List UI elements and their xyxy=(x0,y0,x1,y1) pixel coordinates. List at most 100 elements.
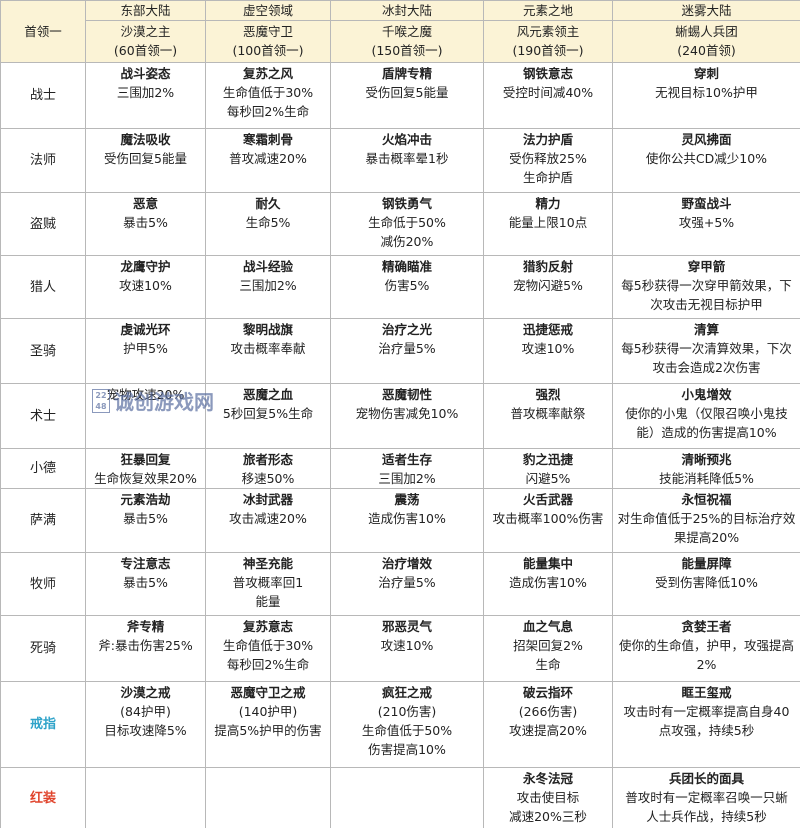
cell-inner: 沙漠之戒 (84护甲) 目标攻速降5% xyxy=(87,683,205,741)
talent-name: 旅者形态 xyxy=(242,452,293,467)
cell-inner: 恶魔韧性 宠物伤害减免10% xyxy=(332,385,483,424)
talent-cell: 恶魔守卫之戒 (140护甲) 提高5%护甲的伤害 xyxy=(205,681,331,768)
cell-inner: 恶意暴击5% xyxy=(87,194,205,233)
talent-name: 元素浩劫 xyxy=(120,492,171,507)
talent-cell: 虔诚光环护甲5% xyxy=(85,318,206,384)
talent-cell: 小鬼增效 使你的小鬼（仅限召唤小鬼技 能）造成的伤害提高10% xyxy=(612,383,800,449)
row-label: 牧师 xyxy=(0,552,86,616)
cell-inner: 恶魔守卫之戒 (140护甲) 提高5%护甲的伤害 xyxy=(207,683,330,741)
talent-name: 复苏意志 xyxy=(242,619,293,634)
talent-cell: 冰封武器 攻击减速20% xyxy=(205,488,331,553)
talent-name: 复苏之风 xyxy=(242,66,293,81)
talent-effect: 攻击概率奉献 xyxy=(230,341,306,356)
talent-cell: 眶王玺戒 攻击时有一定概率提高自身40 点攻强，持续5秒 xyxy=(612,681,800,768)
cell-inner: 钢铁意志 受控时间减40% xyxy=(485,64,612,103)
talent-effect: 普攻概率回1 xyxy=(232,575,304,590)
talent-cell: 能量屏障 受到伤害降低10% xyxy=(612,552,800,616)
boss-cell: 千喉之魔 (150首领一) xyxy=(330,20,484,63)
talent-cell: 火舌武器 攻击概率100%伤害 xyxy=(483,488,613,553)
cell-inner: 复苏之风 生命值低于30% 每秒回2%生命 xyxy=(207,64,330,122)
talent-name: 恶魔之血 xyxy=(242,387,293,402)
talent-effect: 闪避5% xyxy=(525,471,571,486)
class-row: 圣骑 虔诚光环 护甲5% 黎明战旗 攻击概率奉献 治疗之光 治疗量5% 迅捷惩戒 攻速10% 清算… xyxy=(0,318,800,384)
cell-inner: 邪恶灵气 攻速10% xyxy=(332,617,483,656)
talent-name: 法力护盾 xyxy=(522,132,573,147)
talent-cell: 战斗经验 三围加2% xyxy=(205,255,331,319)
talent-effect: 对生命值低于25%的目标治疗效 xyxy=(617,511,796,526)
talent-cell: 穿刺 无视目标10%护甲 xyxy=(612,62,800,129)
talent-cell: 灵风拂面使你公共CD减少10% xyxy=(612,128,800,193)
talent-cell: 神圣充能 普攻概率回1 能量 xyxy=(205,552,331,616)
cell-inner: 穿甲箭 每5秒获得一次穿甲箭效果，下 次攻击无视目标护甲 xyxy=(614,257,800,315)
talent-name: 魔法吸收 xyxy=(120,132,171,147)
talent-effect: 提高5%护甲的伤害 xyxy=(214,723,322,738)
talent-cell: 旅者形态移速50% xyxy=(205,448,331,489)
talent-cell: 贪婪王者 使你的生命值，护甲，攻强提高 2% xyxy=(612,615,800,682)
cell-inner: 专注意志 暴击5% xyxy=(87,554,205,593)
watermark-text: 诚创游戏网 xyxy=(114,390,214,414)
class-row: 红装 永冬法冠 攻击使目标 减速20%三秒 兵团长的面具 普攻时有一定概率召唤一只蜥 人士兵… xyxy=(0,767,800,828)
talent-effect: 普攻概率献祭 xyxy=(510,406,586,421)
talent-cell: 治疗之光 治疗量5% xyxy=(330,318,484,384)
talent-name: 沙漠之戒 xyxy=(120,685,171,700)
cell-inner: 破云指环 (266伤害) 攻速提高20% xyxy=(485,683,612,741)
talent-cell: 狂暴回复 生命恢复效果20% xyxy=(85,448,206,489)
cell-inner: 清算 每5秒获得一次清算效果，下次 攻击会造成2次伤害 xyxy=(614,320,800,378)
cell-inner: 龙鹰守护 攻速10% xyxy=(87,257,205,296)
cell-inner: 适者生存 三围加2% xyxy=(332,450,483,488)
talent-effect: 暴击5% xyxy=(123,215,168,230)
talent-effect: 技能消耗降低5% xyxy=(659,471,754,486)
talent-name: 虔诚光环 xyxy=(120,322,171,337)
talent-cell: 精确瞄准 伤害5% xyxy=(330,255,484,319)
cell-inner: 斧专精 斧:暴击伤害25% xyxy=(87,617,205,656)
talent-cell: 沙漠之戒 (84护甲) 目标攻速降5% xyxy=(85,681,206,768)
talent-effect: 每秒回2%生命 xyxy=(226,104,310,119)
cell-inner: 小鬼增效 使你的小鬼（仅限召唤小鬼技 能）造成的伤害提高10% xyxy=(614,385,800,443)
talent-name: 恶魔守卫之戒 xyxy=(230,685,306,700)
talent-cell: 清算 每5秒获得一次清算效果，下次 攻击会造成2次伤害 xyxy=(612,318,800,384)
talent-effect: 攻击会造成2次伤害 xyxy=(652,360,761,375)
talent-name: 治疗之光 xyxy=(381,322,432,337)
talent-effect: 受伤回复5能量 xyxy=(365,85,449,100)
boss-name: 恶魔守卫 xyxy=(242,24,293,39)
talent-name: 战斗经验 xyxy=(242,259,293,274)
cell-inner: 清晰预兆 技能消耗降低5% xyxy=(614,450,800,488)
boss-name: 蜥蜴人兵团 xyxy=(675,24,738,39)
talent-effect: 移速50% xyxy=(241,471,295,486)
talent-effect: (84护甲) xyxy=(120,704,171,719)
talent-effect: 使你的生命值，护甲，攻强提高 xyxy=(618,638,794,653)
talent-name: 灵风拂面 xyxy=(681,132,732,147)
class-row: 盗贼 恶意 暴击5% 耐久 生命5% 钢铁勇气 生命低于50% 减伤20% 精力 能量上限10点野… xyxy=(0,192,800,256)
talent-cell: 野蛮战斗 攻强+5% xyxy=(612,192,800,256)
region-header: 东部大陆 xyxy=(85,0,206,21)
talent-effect: 护甲5% xyxy=(123,341,168,356)
talent-name: 适者生存 xyxy=(381,452,432,467)
header-row: 首领一 东部大陆 虚空领域 冰封大陆 元素之地 迷雾大陆 xyxy=(0,0,800,63)
cell-inner: 能量屏障 受到伤害降低10% xyxy=(614,554,800,593)
talent-effect: 生命5% xyxy=(245,215,291,230)
talent-effect: 攻击减速20% xyxy=(229,511,307,526)
talent-name: 强烈 xyxy=(535,387,561,402)
talent-effect: 伤害提高10% xyxy=(368,742,446,757)
cell-inner: 火舌武器 攻击概率100%伤害 xyxy=(485,490,612,529)
boss-inner: 风元素领主 (190首领一) xyxy=(485,22,612,61)
talent-effect: 生命恢复效果20% xyxy=(94,471,197,486)
boss-name: 千喉之魔 xyxy=(381,24,432,39)
boss-count: (240首领) xyxy=(677,43,736,58)
talent-effect: 使你公共CD减少10% xyxy=(645,151,768,166)
talent-effect: 暴击5% xyxy=(123,511,168,526)
talent-cell: 专注意志 暴击5% xyxy=(85,552,206,616)
boss-inner: 恶魔守卫 (100首领一) xyxy=(207,22,330,61)
cell-inner: 疯狂之戒 (210伤害) 生命值低于50% 伤害提高10% xyxy=(332,683,483,760)
talent-name: 血之气息 xyxy=(522,619,573,634)
row-label: 戒指 xyxy=(0,681,86,768)
talent-name: 迅捷惩戒 xyxy=(522,322,573,337)
region-header: 迷雾大陆 xyxy=(612,0,800,21)
row-label: 法师 xyxy=(0,128,86,193)
cell-inner: 强烈 普攻概率献祭 xyxy=(485,385,612,424)
talent-cell: 黎明战旗 攻击概率奉献 xyxy=(205,318,331,384)
talent-name: 恶意 xyxy=(132,196,158,211)
talent-cell: 兵团长的面具 普攻时有一定概率召唤一只蜥 人士兵作战，持续5秒 xyxy=(612,767,800,828)
row-label: 盗贼 xyxy=(0,192,86,256)
